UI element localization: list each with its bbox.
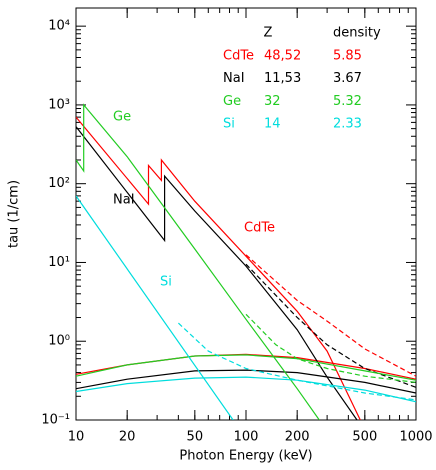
compton-line	[76, 354, 416, 381]
legend-density: 2.33	[333, 117, 362, 132]
legend-name: CdTe	[223, 49, 254, 64]
x-tick-label: 20	[119, 430, 136, 445]
total-line	[177, 322, 416, 401]
compton-line	[76, 369, 416, 394]
photoelectric-line	[76, 103, 320, 420]
legend-density: 5.32	[333, 94, 362, 109]
x-tick-label: 1000	[399, 430, 432, 445]
total-line	[245, 263, 416, 388]
y-tick-label: 10³	[48, 97, 70, 112]
curve-label: Ge	[113, 110, 131, 125]
x-tick-label: 10	[68, 430, 85, 445]
y-tick-label: 10⁰	[48, 334, 70, 349]
x-tick-label: 500	[352, 430, 377, 445]
y-tick-label: 10²	[48, 176, 70, 191]
legend-name: Ge	[223, 94, 241, 109]
total-line	[245, 254, 416, 377]
y-tick-label: 10⁻¹	[41, 413, 70, 428]
legend-z: 48,52	[264, 49, 301, 64]
curve-label: CdTe	[244, 221, 275, 236]
y-tick-label: 10⁴	[48, 19, 70, 34]
legend-name: Si	[223, 117, 235, 132]
y-tick-label: 10¹	[48, 255, 70, 270]
legend-z: 32	[264, 94, 281, 109]
total-line	[245, 313, 416, 383]
compton-line	[76, 376, 416, 403]
plot-frame	[75, 7, 417, 421]
photoelectric-line	[76, 195, 234, 420]
x-tick-label: 200	[285, 430, 310, 445]
table-header: density	[333, 26, 381, 41]
x-tick-label: 50	[187, 430, 204, 445]
x-tick-label: 100	[234, 430, 259, 445]
legend-name: NaI	[223, 71, 245, 86]
curve-label: NaI	[113, 193, 135, 208]
x-axis-title: Photon Energy (keV)	[179, 449, 312, 464]
legend-z: 14	[264, 117, 281, 132]
legend-z: 11,53	[264, 71, 301, 86]
legend-density: 5.85	[333, 49, 362, 64]
curve-label: Si	[160, 275, 172, 290]
y-axis-title: tau (1/cm)	[7, 180, 22, 248]
table-header: Z	[264, 26, 273, 41]
legend-density: 3.67	[333, 71, 362, 86]
photoelectric-line	[76, 126, 358, 420]
